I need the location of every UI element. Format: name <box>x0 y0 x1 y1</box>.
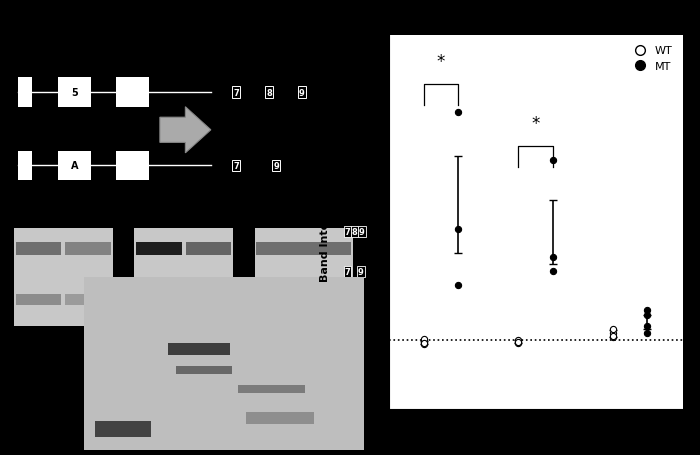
Point <box>418 341 429 348</box>
Bar <box>16 243 62 256</box>
Bar <box>255 228 353 327</box>
Point <box>642 323 653 330</box>
Bar <box>18 78 32 107</box>
Bar <box>186 294 231 305</box>
Text: *: * <box>437 53 444 71</box>
Text: *: * <box>531 115 540 133</box>
Text: 8: 8 <box>351 227 358 236</box>
Point <box>642 306 653 313</box>
Point <box>418 339 429 346</box>
Bar <box>65 243 111 256</box>
Bar <box>14 228 113 327</box>
Point <box>547 157 558 164</box>
Point <box>513 338 524 345</box>
Text: 7: 7 <box>344 227 350 236</box>
Text: 9: 9 <box>359 227 365 236</box>
Text: 9: 9 <box>358 268 364 277</box>
Point <box>642 312 653 319</box>
Point <box>513 339 524 347</box>
Bar <box>95 421 151 437</box>
Point <box>452 109 463 116</box>
Point <box>452 226 463 233</box>
Text: A: A <box>71 161 78 171</box>
Point <box>452 282 463 289</box>
Point <box>513 338 524 345</box>
Point <box>418 336 429 344</box>
Text: 7: 7 <box>344 268 350 277</box>
Bar <box>18 152 32 181</box>
Text: 9: 9 <box>274 162 279 171</box>
Text: 5: 5 <box>71 88 78 98</box>
Text: 7: 7 <box>233 162 239 171</box>
Bar <box>58 152 91 181</box>
Text: 9: 9 <box>299 88 304 97</box>
Bar <box>58 78 91 107</box>
Bar <box>136 294 181 305</box>
Bar <box>256 243 351 256</box>
Bar <box>134 228 232 327</box>
Point <box>547 268 558 275</box>
Bar <box>65 294 111 305</box>
Bar <box>246 412 314 425</box>
Point <box>642 330 653 337</box>
Bar <box>186 243 231 256</box>
Legend: WT, MT: WT, MT <box>625 42 677 76</box>
Polygon shape <box>160 107 211 153</box>
Point <box>418 339 429 347</box>
Bar <box>116 78 149 107</box>
Text: 7: 7 <box>233 88 239 97</box>
Bar <box>256 294 351 305</box>
Text: 8: 8 <box>266 88 272 97</box>
Point <box>547 254 558 261</box>
Point <box>608 333 619 340</box>
Bar <box>16 294 62 305</box>
Point <box>608 330 619 337</box>
Point <box>513 337 524 344</box>
Bar <box>116 152 149 181</box>
Y-axis label: Band Intensity (%): Band Intensity (%) <box>320 165 330 281</box>
Bar <box>238 385 305 394</box>
Point <box>608 326 619 333</box>
Bar <box>176 366 232 374</box>
Bar <box>136 243 181 256</box>
Bar <box>168 343 230 355</box>
Point <box>608 334 619 341</box>
